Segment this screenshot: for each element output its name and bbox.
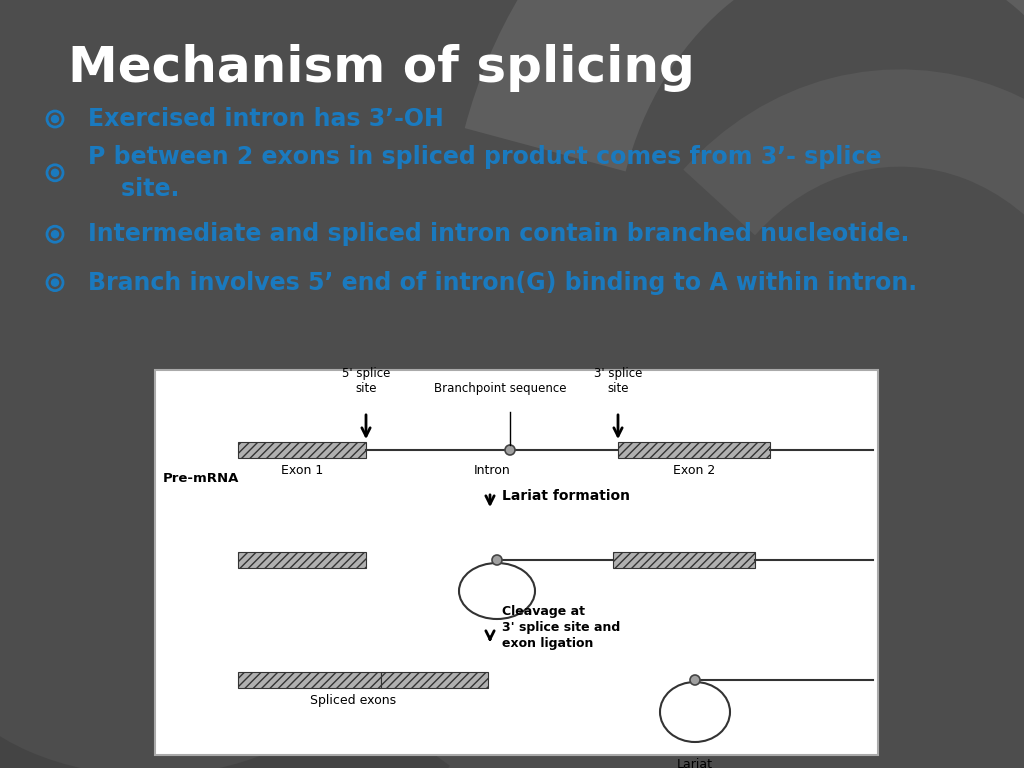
Circle shape xyxy=(492,555,502,565)
Text: Pre-mRNA: Pre-mRNA xyxy=(163,472,240,485)
Bar xyxy=(618,442,770,458)
Text: P between 2 exons in spliced product comes from 3’- splice
    site.: P between 2 exons in spliced product com… xyxy=(88,145,882,200)
Text: Intron: Intron xyxy=(474,464,510,477)
Text: Exon 2: Exon 2 xyxy=(673,464,715,477)
Text: Cleavage at
3' splice site and
exon ligation: Cleavage at 3' splice site and exon liga… xyxy=(502,605,621,650)
Text: Exon 1: Exon 1 xyxy=(281,464,324,477)
Bar xyxy=(381,672,488,688)
Text: Lariat: Lariat xyxy=(677,758,713,768)
Text: Exercised intron has 3’-OH: Exercised intron has 3’-OH xyxy=(88,107,443,131)
Circle shape xyxy=(51,115,58,123)
Bar xyxy=(155,370,878,755)
Ellipse shape xyxy=(459,563,535,619)
Text: 3' splice
site: 3' splice site xyxy=(594,367,642,395)
Text: Spliced exons: Spliced exons xyxy=(310,694,396,707)
Text: Lariat formation: Lariat formation xyxy=(502,489,630,503)
Text: Branchpoint sequence: Branchpoint sequence xyxy=(434,382,566,395)
Circle shape xyxy=(51,279,58,286)
Text: Branch involves 5’ end of intron(G) binding to A within intron.: Branch involves 5’ end of intron(G) bind… xyxy=(88,270,918,295)
Bar xyxy=(238,672,381,688)
Text: Intermediate and spliced intron contain branched nucleotide.: Intermediate and spliced intron contain … xyxy=(88,222,909,247)
Bar xyxy=(238,552,366,568)
Circle shape xyxy=(51,169,58,177)
Text: Mechanism of splicing: Mechanism of splicing xyxy=(68,44,695,92)
Bar xyxy=(238,442,366,458)
Text: 5' splice
site: 5' splice site xyxy=(342,367,390,395)
Ellipse shape xyxy=(660,682,730,742)
Bar xyxy=(613,552,755,568)
Circle shape xyxy=(505,445,515,455)
Circle shape xyxy=(690,675,700,685)
Circle shape xyxy=(51,230,58,238)
